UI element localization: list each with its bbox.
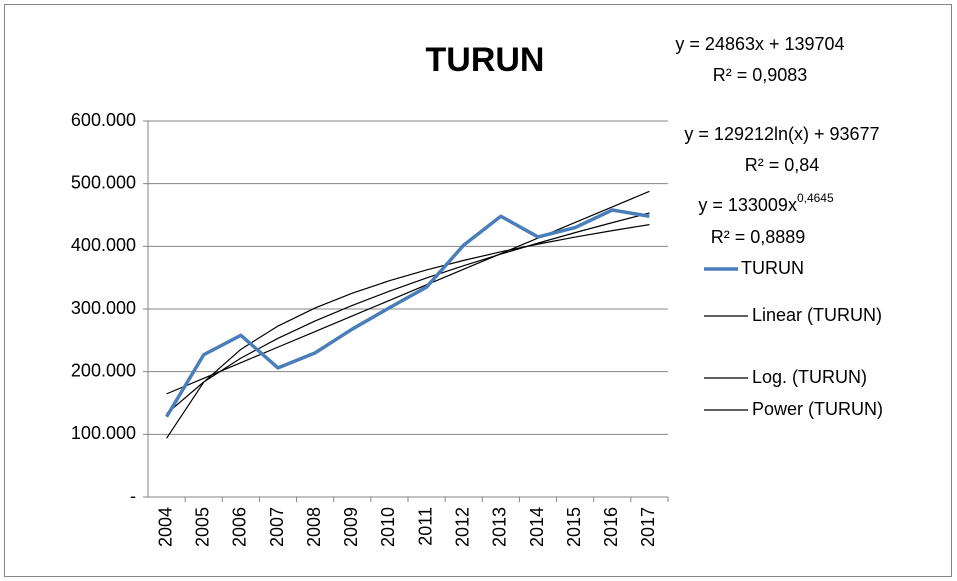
chart-title: TURUN	[426, 41, 545, 79]
x-tick-label: 2015	[564, 507, 584, 547]
x-tick-label: 2014	[527, 507, 547, 547]
equation-text: y = 133009x	[698, 195, 797, 215]
x-tick-label: 2008	[304, 507, 324, 547]
trend-equation: y = 129212ln(x) + 93677	[684, 124, 879, 144]
trend-equation: R² = 0,84	[745, 155, 820, 175]
x-tick-label: 2017	[638, 507, 658, 547]
x-tick-label: 2010	[378, 507, 398, 547]
legend-label: Log. (TURUN)	[752, 367, 867, 387]
x-tick-label: 2007	[267, 507, 287, 547]
x-tick-label: 2006	[230, 507, 250, 547]
equation-text: R² = 0,8889	[711, 227, 806, 247]
trend-equation: R² = 0,8889	[711, 227, 806, 247]
trend-line	[166, 190, 650, 395]
trend-line	[166, 212, 650, 415]
y-tick-label: 600.000	[71, 110, 136, 130]
x-tick-label: 2009	[341, 507, 361, 547]
y-tick-label: -	[130, 486, 136, 506]
trend-equation: y = 24863x + 139704	[675, 34, 844, 54]
chart-border	[4, 4, 952, 577]
equation-exponent: 0,4645	[797, 191, 834, 205]
y-tick-label: 300.000	[71, 298, 136, 318]
y-tick-label: 200.000	[71, 360, 136, 380]
legend-label: TURUN	[741, 258, 804, 278]
x-tick-label: 2004	[155, 507, 175, 547]
trend-equation: y = 133009x0,4645	[698, 191, 834, 215]
equation-text: y = 129212ln(x) + 93677	[684, 124, 879, 144]
y-tick-label: 500.000	[71, 172, 136, 192]
y-tick-label: 100.000	[71, 423, 136, 443]
x-tick-label: 2012	[452, 507, 472, 547]
x-tick-label: 2013	[490, 507, 510, 547]
x-tick-label: 2016	[601, 507, 621, 547]
trend-line	[166, 224, 650, 439]
trend-equation: R² = 0,9083	[713, 65, 808, 85]
data-line	[165, 208, 650, 418]
y-tick-label: 400.000	[71, 235, 136, 255]
x-tick-label: 2011	[415, 507, 435, 546]
equation-text: R² = 0,84	[745, 155, 820, 175]
equation-text: y = 24863x + 139704	[675, 34, 844, 54]
legend-label: Power (TURUN)	[752, 399, 883, 419]
legend-label: Linear (TURUN)	[752, 305, 882, 325]
equation-text: R² = 0,9083	[713, 65, 808, 85]
x-tick-label: 2005	[192, 507, 212, 547]
